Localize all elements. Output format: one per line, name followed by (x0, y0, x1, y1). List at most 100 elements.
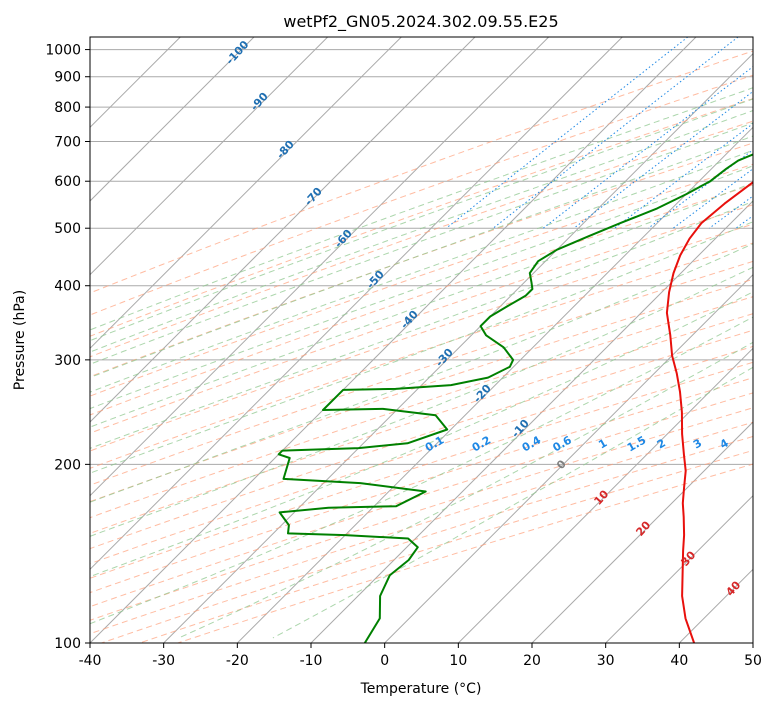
moist-adiabat-label: 0 (554, 457, 569, 472)
moist-adiabat-label: 10 (591, 487, 611, 507)
y-tick-label: 400 (54, 279, 81, 295)
x-tick-label: 0 (380, 653, 389, 669)
isotherm-line (90, 37, 329, 276)
dry-adiabat-line (90, 392, 753, 608)
mixing-ratio-line (672, 168, 753, 229)
y-tick-label: 800 (54, 100, 81, 116)
x-tick-label: 30 (597, 653, 615, 669)
dry-adiabat-line (90, 223, 753, 452)
y-tick-label: 200 (54, 457, 81, 473)
moist-adiabat-line (90, 87, 753, 331)
x-tick-label: -10 (300, 653, 323, 669)
isotherm-line (163, 52, 753, 643)
x-tick-label: 10 (449, 653, 467, 669)
isotherm-line (752, 642, 753, 643)
dry-adiabat-line (90, 407, 753, 621)
x-tick-label: 20 (523, 653, 541, 669)
moist-adiabat-line (90, 291, 753, 578)
moist-adiabat-line (90, 182, 753, 428)
dry-adiabat-label: -30 (433, 346, 456, 370)
dry-adiabat-line (90, 329, 753, 550)
isotherm-line (384, 273, 753, 643)
dry-adiabat-line (90, 120, 753, 358)
isotherm-line (90, 37, 402, 350)
x-tick-label: -20 (226, 653, 249, 669)
moist-adiabat-label: 20 (633, 518, 653, 538)
dry-adiabat-line (90, 98, 753, 337)
isotherm-line (531, 421, 753, 643)
axes: -40 -30 -20 -10 0 10 20 30 40 5010020030040050060… (45, 43, 762, 669)
x-axis-title: Temperature (°C) (360, 681, 482, 697)
dry-adiabat-line (90, 142, 753, 378)
isotherm-line (605, 494, 753, 643)
y-axis-title: Pressure (hPa) (12, 290, 28, 390)
dry-adiabat-line (90, 163, 753, 397)
dry-adiabat-line (90, 313, 753, 534)
isotherm-line (236, 126, 753, 643)
moist-adiabat-line (90, 266, 753, 537)
isotherm-line (90, 37, 623, 571)
y-tick-label: 900 (54, 70, 81, 86)
moist-adiabat-line (90, 221, 753, 474)
isotherm-line (457, 347, 753, 643)
plot-frame (89, 36, 754, 644)
mixing-ratio-label: 1.5 (625, 433, 648, 454)
y-tick-label: 300 (54, 353, 81, 369)
moist-adiabats (90, 87, 753, 639)
annotation-labels: 0.10.20.40.611.52346810131620253036-100-… (223, 38, 769, 599)
y-tick-label: 500 (54, 221, 81, 237)
moist-adiabat-line (90, 200, 753, 449)
sounding-profiles (277, 153, 753, 643)
mixing-ratio-line (445, 37, 689, 229)
mixing-ratio-label: 1 (596, 436, 609, 451)
moist-adiabat-line (90, 149, 753, 393)
mixing-ratio-label: 6 (756, 436, 769, 451)
mixing-ratio-label: 0.6 (551, 433, 575, 454)
y-tick-label: 600 (54, 174, 81, 190)
mixing-ratio-line (573, 90, 753, 229)
dry-adiabat-label: -70 (302, 185, 325, 209)
y-tick-label: 700 (54, 134, 81, 150)
moist-adiabat-line (90, 165, 753, 410)
moist-adiabat-line (272, 366, 753, 639)
y-tick-label: 1000 (45, 43, 81, 59)
dry-adiabat-line (90, 74, 753, 316)
dry-adiabat-label: -40 (398, 308, 421, 332)
moist-adiabat-line (90, 243, 753, 503)
dry-adiabat-label: -60 (332, 227, 355, 251)
temperature-profile-line (665, 181, 753, 643)
mixing-ratio-line (542, 65, 753, 229)
chart-title: wetPf2_GN05.2024.302.09.55.E25 (283, 12, 558, 32)
plot-area: 0.10.20.40.611.52346810131620253036-100-… (90, 37, 769, 643)
isotherm-line (90, 37, 255, 202)
dry-adiabat-line (90, 204, 753, 434)
mixing-ratio-label: 0.4 (520, 433, 544, 454)
dry-adiabat-label: -90 (248, 90, 271, 114)
mixing-ratio-line (614, 123, 753, 229)
y-tick-label: 100 (54, 636, 81, 652)
mixing-ratio-label: 3 (691, 436, 704, 451)
dry-adiabat-label: -50 (364, 268, 387, 292)
moist-adiabat-line (90, 122, 753, 365)
x-tick-label: -30 (152, 653, 175, 669)
moist-adiabat-label: 30 (678, 548, 698, 568)
moist-adiabat-line (90, 135, 753, 378)
mixing-ratio-line (492, 37, 739, 229)
mixing-ratio-line (735, 215, 753, 229)
x-tick-label: 40 (670, 653, 688, 669)
isotherm-line (90, 37, 550, 497)
x-tick-label: -40 (79, 653, 102, 669)
dry-adiabat-line (101, 435, 753, 643)
moist-adiabat-line (178, 341, 753, 639)
dewpoint-profile-line (277, 153, 753, 643)
moist-adiabat-line (90, 109, 753, 353)
mixing-ratio-lines (445, 37, 753, 229)
moist-adiabat-line (90, 98, 753, 342)
mixing-ratio-label: 2 (655, 436, 668, 451)
dry-adiabat-label: -100 (223, 38, 251, 67)
dry-adiabat-line (90, 278, 753, 503)
isotherm-line (678, 568, 753, 643)
dry-adiabat-line (90, 50, 753, 294)
x-tick-label: 50 (744, 653, 762, 669)
